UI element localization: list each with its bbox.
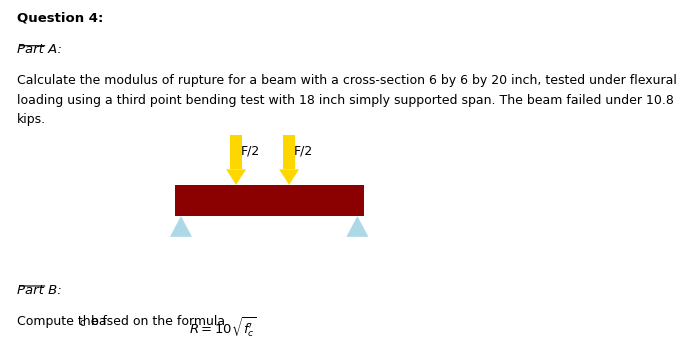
Text: Part B:: Part B: xyxy=(17,283,62,297)
Text: Compute the f: Compute the f xyxy=(17,315,107,328)
Text: F/2: F/2 xyxy=(294,145,313,158)
Polygon shape xyxy=(279,169,299,185)
Text: Question 4:: Question 4: xyxy=(17,12,104,25)
Polygon shape xyxy=(346,216,368,237)
Bar xyxy=(175,185,363,216)
Text: $R = 10\sqrt{f_c^{\prime}}$: $R = 10\sqrt{f_c^{\prime}}$ xyxy=(189,315,257,339)
Polygon shape xyxy=(170,216,192,237)
Text: based on the formula: based on the formula xyxy=(87,315,229,328)
Bar xyxy=(283,135,296,169)
Text: Calculate the modulus of rupture for a beam with a cross-section 6 by 6 by 20 in: Calculate the modulus of rupture for a b… xyxy=(17,74,677,126)
Polygon shape xyxy=(226,169,246,185)
Text: F/2: F/2 xyxy=(240,145,260,158)
Text: Part A:: Part A: xyxy=(17,43,62,56)
Bar xyxy=(230,135,242,169)
Text: c: c xyxy=(79,318,85,328)
